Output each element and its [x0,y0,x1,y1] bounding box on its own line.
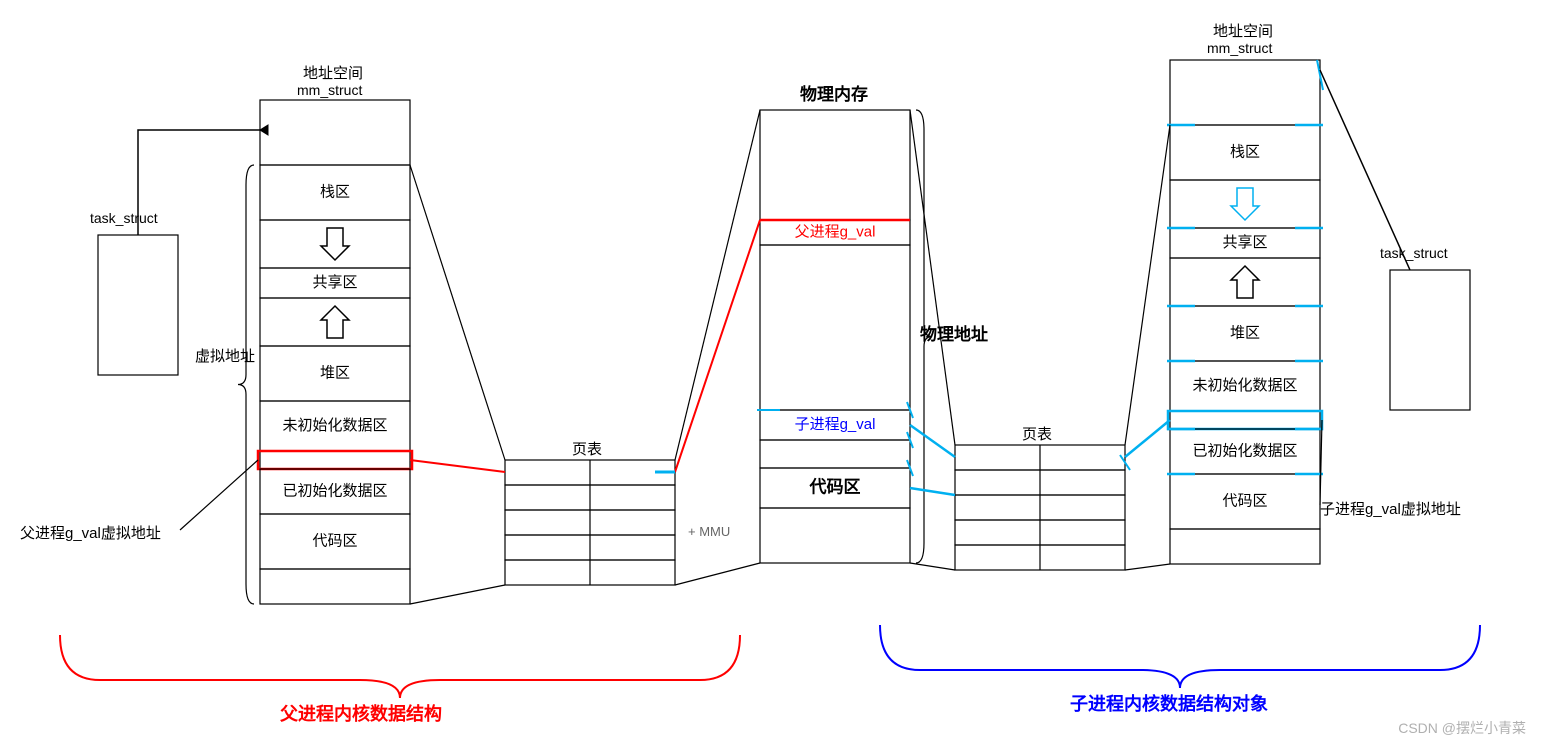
svg-text:已初始化数据区: 已初始化数据区 [1192,442,1297,459]
parent-gval-vaddr-label: 父进程g_val虚拟地址 [20,522,161,543]
watermark: CSDN @摆烂小青菜 [1398,718,1526,738]
mmu-label: + MMU [688,524,730,539]
mm-left-title-zh: 地址空间 [303,62,363,83]
svg-text:已初始化数据区: 已初始化数据区 [282,482,387,499]
parent-kernel-struct-label: 父进程内核数据结构 [280,700,442,726]
child-kernel-struct-label: 子进程内核数据结构对象 [1070,690,1268,716]
svg-text:栈区: 栈区 [1230,143,1260,160]
svg-text:共享区: 共享区 [312,274,357,291]
svg-text:代码区: 代码区 [312,532,357,549]
svg-text:未初始化数据区: 未初始化数据区 [282,417,387,434]
svg-text:堆区: 堆区 [320,364,350,381]
svg-text:父进程g_val: 父进程g_val [795,223,876,240]
diagram-svg: 栈区共享区堆区未初始化数据区已初始化数据区代码区栈区共享区堆区未初始化数据区已初… [0,0,1556,748]
physical-addr-label: 物理地址 [920,320,988,345]
svg-text:代码区: 代码区 [809,476,861,496]
mm-right-title-en: mm_struct [1207,40,1272,56]
mm-left-title-en: mm_struct [297,82,362,98]
svg-text:子进程g_val: 子进程g_val [795,416,876,433]
svg-text:未初始化数据区: 未初始化数据区 [1192,377,1297,394]
physical-memory-title: 物理内存 [800,80,868,105]
virtual-addr-label: 虚拟地址 [195,345,255,366]
svg-text:共享区: 共享区 [1222,234,1267,251]
page-table-right-label: 页表 [1022,423,1052,444]
task-struct-left-label: task_struct [90,210,158,226]
page-table-left-label: 页表 [572,438,602,459]
svg-text:代码区: 代码区 [1222,492,1267,509]
mm-right-title-zh: 地址空间 [1213,20,1273,41]
task-struct-right-label: task_struct [1380,245,1448,261]
svg-text:栈区: 栈区 [320,183,350,200]
child-gval-vaddr-label: 子进程g_val虚拟地址 [1320,498,1461,519]
svg-text:堆区: 堆区 [1230,324,1260,341]
